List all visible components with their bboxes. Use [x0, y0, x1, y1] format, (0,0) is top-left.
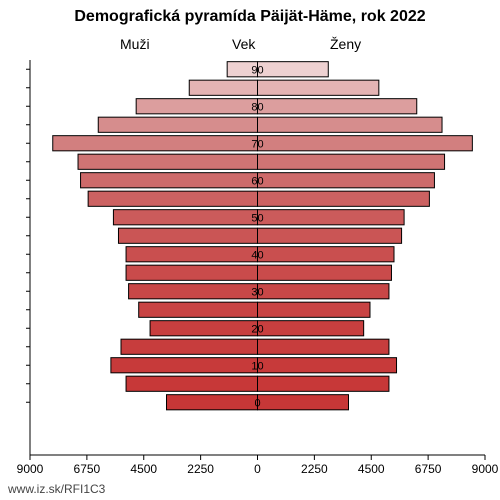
- svg-text:30: 30: [251, 286, 263, 298]
- svg-text:4500: 4500: [358, 462, 385, 476]
- svg-text:90: 90: [251, 64, 263, 76]
- svg-text:9000: 9000: [17, 462, 44, 476]
- pyramid-chart: Demografická pyramída Päijät-Häme, rok 2…: [0, 0, 500, 500]
- svg-text:9000: 9000: [472, 462, 499, 476]
- svg-text:2250: 2250: [301, 462, 328, 476]
- svg-text:50: 50: [251, 212, 263, 224]
- chart-svg: 0 10 20 30 40 50 60 70 80 90 0 2250 2250 4500 4500 6750…: [0, 0, 500, 500]
- svg-text:0: 0: [254, 397, 260, 409]
- source-url: www.iz.sk/RFI1C3: [8, 482, 105, 496]
- svg-text:80: 80: [251, 101, 263, 113]
- svg-text:0: 0: [254, 462, 261, 476]
- svg-text:6750: 6750: [74, 462, 101, 476]
- svg-text:2250: 2250: [187, 462, 214, 476]
- svg-text:4500: 4500: [130, 462, 157, 476]
- svg-text:10: 10: [251, 360, 263, 372]
- svg-text:20: 20: [251, 323, 263, 335]
- svg-text:60: 60: [251, 175, 263, 187]
- svg-text:40: 40: [251, 249, 263, 261]
- svg-text:70: 70: [251, 138, 263, 150]
- svg-text:6750: 6750: [415, 462, 442, 476]
